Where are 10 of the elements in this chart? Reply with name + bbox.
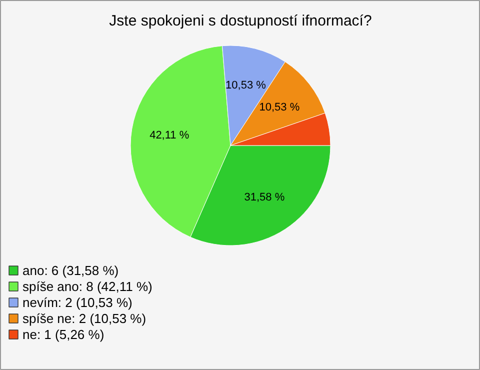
legend-label: ano: 6 (31,58 %) — [22, 263, 119, 278]
legend-label: spíše ano: 8 (42,11 %) — [22, 279, 152, 294]
legend-label: nevím: 2 (10,53 %) — [22, 295, 132, 310]
data-label: 10,53 % — [226, 79, 266, 92]
chart-title: Jste spokojeni s dostupností ifnormací? — [109, 12, 372, 30]
data-label: 42,11 % — [150, 129, 190, 142]
data-label: 31,58 % — [244, 191, 285, 204]
data-label: 10,53 % — [259, 101, 300, 114]
legend-label: ne: 1 (5,26 %) — [22, 327, 104, 342]
legend-label: spíše ne: 2 (10,53 %) — [22, 311, 146, 326]
